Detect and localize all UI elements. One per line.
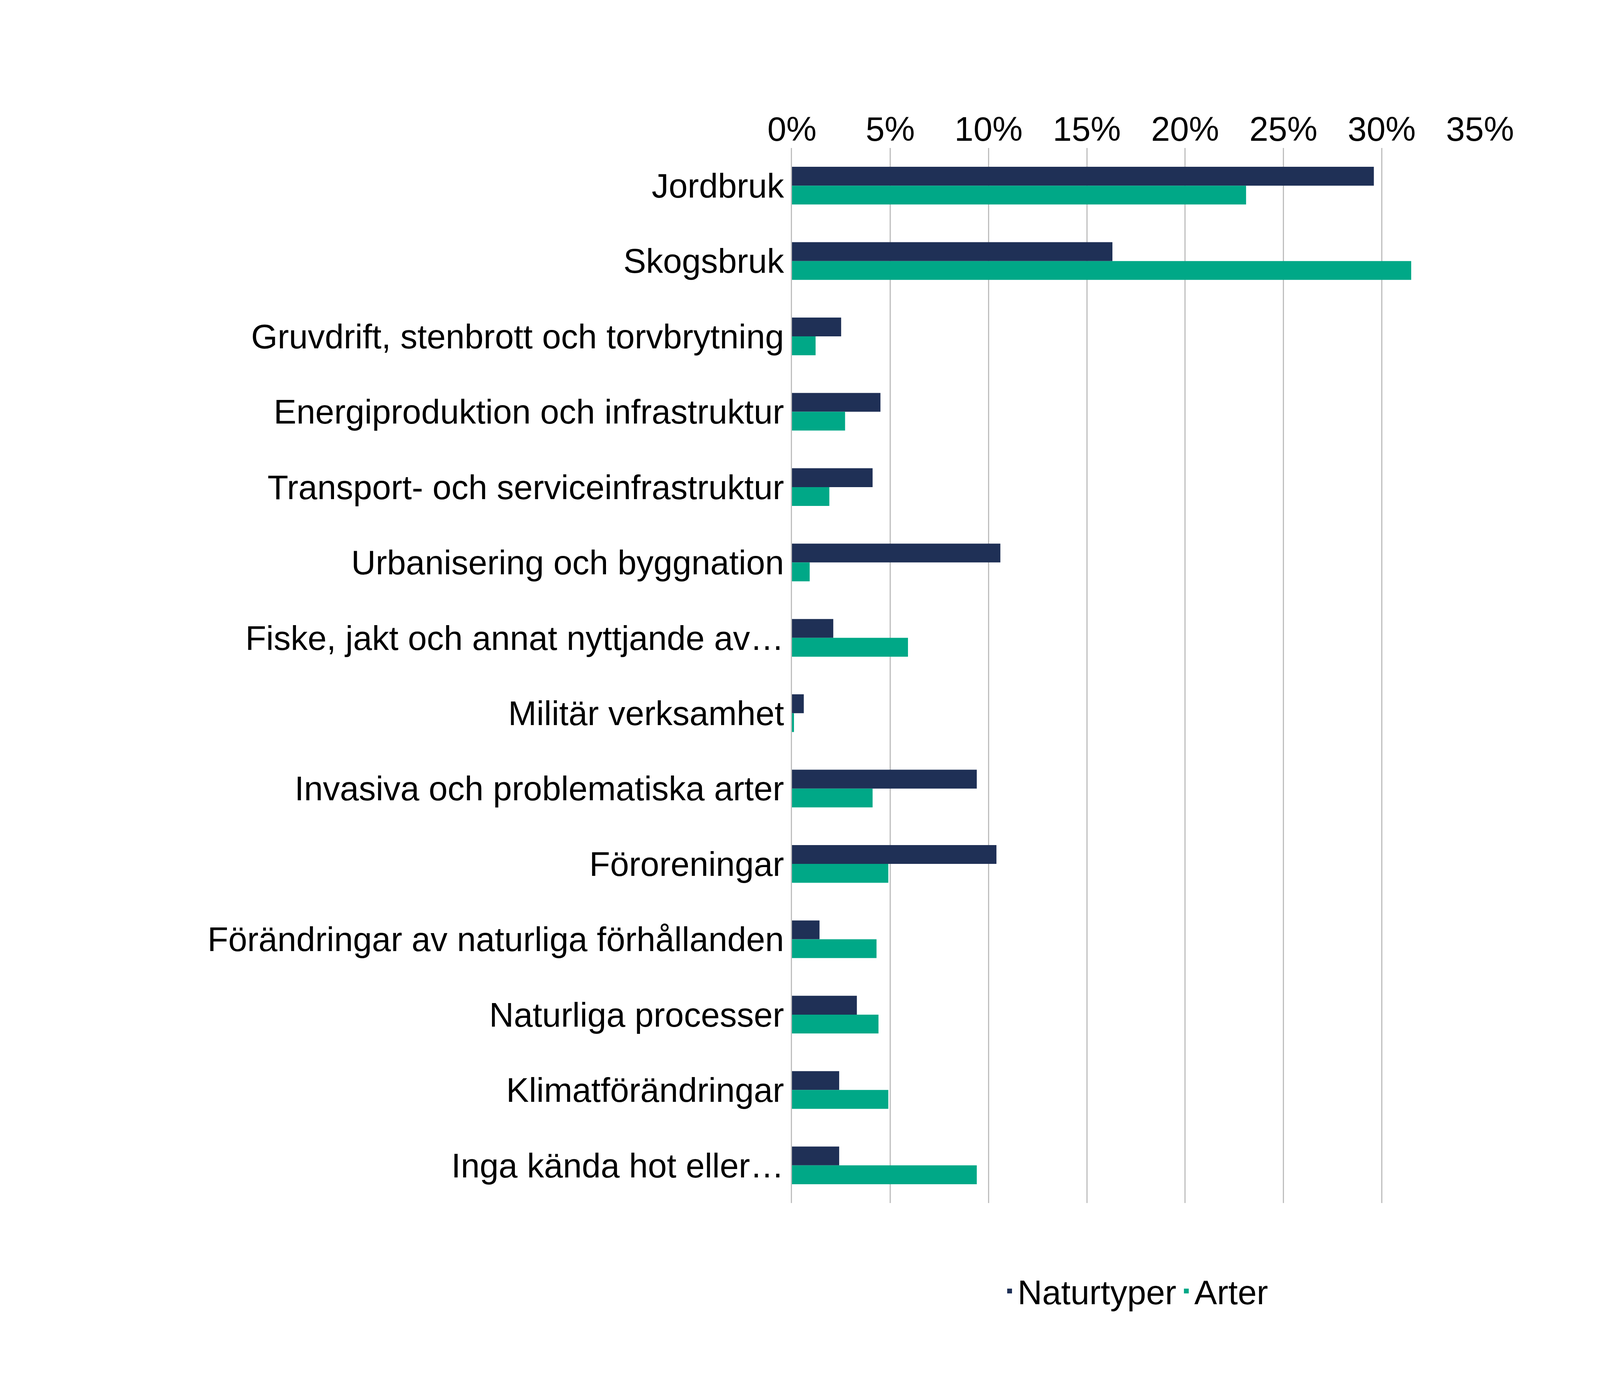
svg-text:Föroreningar: Föroreningar <box>589 845 784 884</box>
svg-text:Militär verksamhet: Militär verksamhet <box>508 694 784 733</box>
svg-text:35%: 35% <box>1446 110 1514 148</box>
svg-text:5%: 5% <box>865 110 915 148</box>
svg-text:Inga kända hot eller…: Inga kända hot eller… <box>451 1146 784 1185</box>
svg-text:20%: 20% <box>1151 110 1220 148</box>
svg-text:Naturliga processer: Naturliga processer <box>489 996 784 1034</box>
svg-text:30%: 30% <box>1347 110 1416 148</box>
svg-text:Naturtyper: Naturtyper <box>1017 1273 1177 1312</box>
svg-text:Invasiva och problematiska art: Invasiva och problematiska arter <box>294 769 784 808</box>
svg-text:Arter: Arter <box>1194 1273 1268 1312</box>
svg-text:15%: 15% <box>1052 110 1121 148</box>
svg-text:Transport- och serviceinfrastr: Transport- och serviceinfrastruktur <box>267 468 784 507</box>
svg-text:Energiproduktion och infrastru: Energiproduktion och infrastruktur <box>273 392 784 431</box>
svg-text:Förändringar av naturliga förh: Förändringar av naturliga förhållanden <box>207 920 784 959</box>
svg-text:0%: 0% <box>767 110 817 148</box>
svg-text:Gruvdrift, stenbrott och torvb: Gruvdrift, stenbrott och torvbrytning <box>251 317 784 356</box>
svg-text:Fiske, jakt och annat nyttjand: Fiske, jakt och annat nyttjande av… <box>245 619 784 658</box>
svg-text:Jordbruk: Jordbruk <box>651 166 784 205</box>
svg-text:Urbanisering och byggnation: Urbanisering och byggnation <box>351 543 784 582</box>
svg-text:25%: 25% <box>1249 110 1318 148</box>
svg-text:10%: 10% <box>954 110 1023 148</box>
svg-text:Klimatförändringar: Klimatförändringar <box>506 1071 785 1110</box>
svg-text:Skogsbruk: Skogsbruk <box>623 242 784 280</box>
